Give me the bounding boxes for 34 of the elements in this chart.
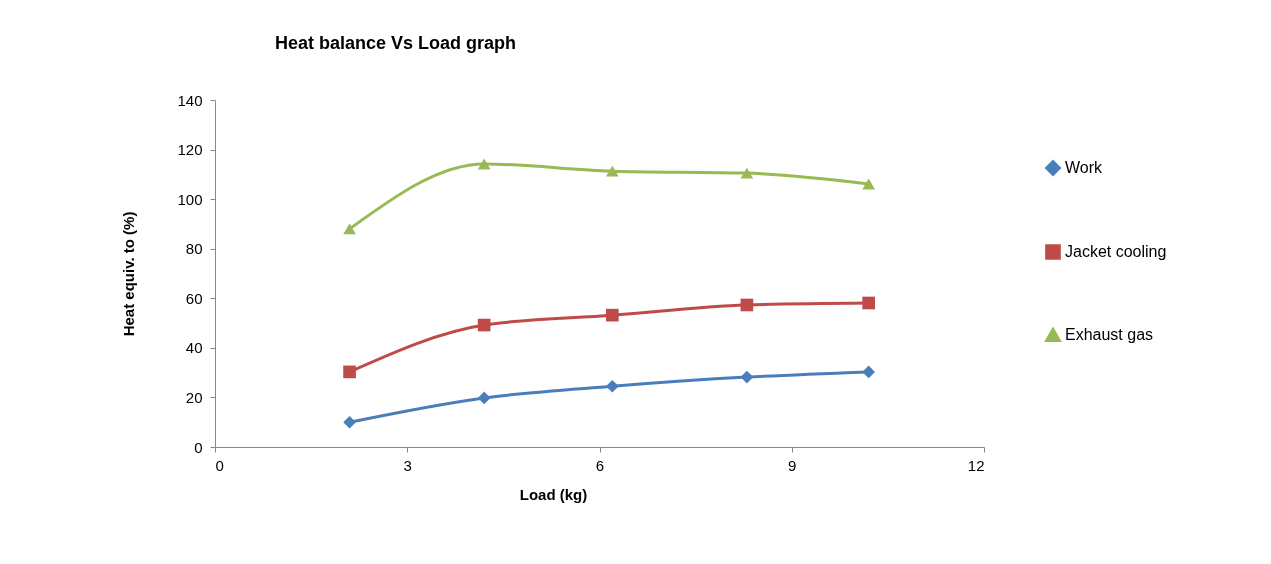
point — [605, 165, 619, 177]
chart-title: Heat balance Vs Load graph — [275, 33, 517, 53]
y-tick-label: 100 — [177, 190, 203, 208]
y-tick-label: 80 — [185, 240, 203, 258]
x-axis-title: Load (kg) — [519, 485, 588, 503]
point — [740, 370, 754, 384]
y-tick-label: 0 — [194, 438, 203, 456]
x-tick-label: 9 — [788, 456, 797, 474]
point — [605, 308, 619, 322]
point — [477, 391, 491, 405]
point — [862, 365, 875, 379]
y-tick-label: 140 — [177, 91, 203, 109]
y-tick-label: 60 — [185, 289, 203, 307]
point — [343, 365, 356, 379]
point — [343, 415, 356, 429]
point — [862, 296, 875, 310]
point — [477, 318, 491, 332]
point — [740, 298, 754, 312]
point — [862, 178, 875, 190]
x-tick-label: 0 — [215, 456, 224, 474]
x-tick-label: 12 — [967, 456, 985, 474]
y-axis-title: Heat equiv. to (%) — [120, 211, 138, 337]
y-tick-label: 120 — [177, 141, 203, 159]
x-tick-label: 6 — [595, 456, 605, 474]
point — [605, 379, 619, 393]
legend-label: Jacket cooling — [1065, 243, 1167, 260]
point — [740, 167, 754, 179]
x-tick-label: 3 — [403, 456, 412, 474]
legend-label: Work — [1065, 159, 1104, 176]
point — [343, 223, 356, 235]
point — [477, 158, 491, 170]
y-tick-label: 20 — [185, 388, 203, 406]
y-tick-label: 40 — [185, 339, 203, 357]
legend-label: Exhaust gas — [1065, 326, 1154, 343]
